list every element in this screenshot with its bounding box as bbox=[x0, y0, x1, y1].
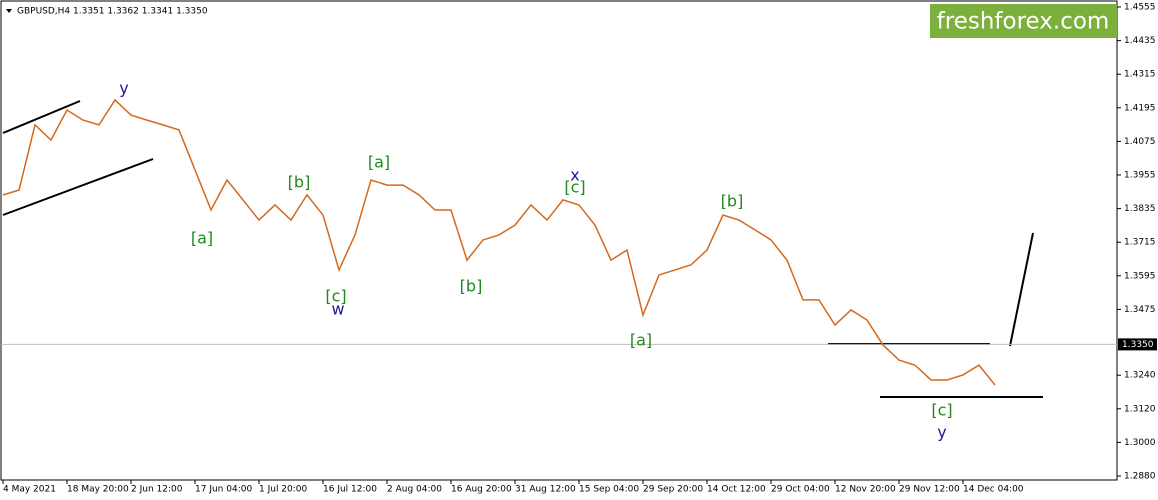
last-price-label: 1.3350 bbox=[1122, 340, 1154, 350]
x-tick-label: 12 Nov 20:00 bbox=[835, 485, 896, 495]
y-tick-label: 1.3595 bbox=[1124, 271, 1156, 281]
y-tick-label: 1.3835 bbox=[1124, 204, 1156, 214]
price-line bbox=[2, 98, 996, 386]
plot-frame bbox=[0, 0, 1118, 481]
wave-label: [b] bbox=[288, 173, 311, 192]
y-tick-label: 1.3000 bbox=[1124, 438, 1156, 448]
last-price-box bbox=[1118, 338, 1157, 351]
y-tick-label: 1.4555 bbox=[1124, 3, 1156, 13]
y-tick-label: 1.3955 bbox=[1124, 171, 1156, 181]
y-tick-label: 1.3715 bbox=[1124, 238, 1156, 248]
x-tick-label: 16 Jul 12:00 bbox=[323, 485, 377, 495]
x-tick-label: 17 Jun 04:00 bbox=[195, 485, 252, 495]
channel-line bbox=[2, 158, 154, 216]
wave-label: [c] bbox=[931, 401, 952, 420]
wave-label: [c] bbox=[564, 178, 585, 197]
x-tick-label: 18 May 20:00 bbox=[67, 485, 129, 495]
y-tick-label: 1.4315 bbox=[1124, 70, 1156, 80]
y-tick-label: 1.4435 bbox=[1124, 36, 1156, 46]
y-tick-label: 1.3120 bbox=[1124, 404, 1156, 414]
x-tick-label: 2 Jun 12:00 bbox=[131, 485, 183, 495]
wave-label: y bbox=[937, 423, 946, 442]
y-tick-label: 1.2880 bbox=[1124, 472, 1156, 482]
chart-title: GBPUSD,H4 1.3351 1.3362 1.3341 1.3350 bbox=[17, 7, 208, 17]
x-tick-label: 14 Dec 04:00 bbox=[963, 485, 1024, 495]
wave-label: [b] bbox=[460, 277, 483, 296]
wave-label: [a] bbox=[368, 153, 390, 172]
y-tick-label: 1.3475 bbox=[1124, 305, 1156, 315]
wave-label: x bbox=[570, 166, 579, 185]
logo-box bbox=[930, 4, 1117, 38]
x-tick-label: 16 Aug 20:00 bbox=[451, 485, 512, 495]
y-tick-label: 1.4075 bbox=[1124, 137, 1156, 147]
channel-line bbox=[2, 100, 81, 134]
y-tick-label: 1.3240 bbox=[1124, 371, 1156, 381]
logo: freshforex.com bbox=[937, 9, 1110, 35]
wave-label: [b] bbox=[721, 192, 744, 211]
y-tick-label: 1.4195 bbox=[1124, 103, 1156, 113]
x-tick-label: 29 Sep 20:00 bbox=[643, 485, 703, 495]
wave-label: [c] bbox=[325, 287, 346, 306]
x-tick-label: 15 Sep 04:00 bbox=[579, 485, 639, 495]
forecast-line bbox=[1009, 232, 1034, 347]
wave-label: [a] bbox=[191, 229, 213, 248]
wave-label: w bbox=[331, 300, 344, 319]
wave-label: y bbox=[119, 79, 128, 98]
x-tick-label: 29 Nov 12:00 bbox=[899, 485, 960, 495]
x-tick-label: 4 May 2021 bbox=[3, 485, 56, 495]
x-tick-label: 29 Oct 04:00 bbox=[771, 485, 830, 495]
menu-arrow bbox=[6, 9, 12, 13]
x-tick-label: 31 Aug 12:00 bbox=[515, 485, 576, 495]
x-tick-label: 2 Aug 04:00 bbox=[387, 485, 442, 495]
x-tick-label: 14 Oct 12:00 bbox=[707, 485, 766, 495]
wave-label: [a] bbox=[630, 331, 652, 350]
x-tick-label: 1 Jul 20:00 bbox=[259, 485, 308, 495]
